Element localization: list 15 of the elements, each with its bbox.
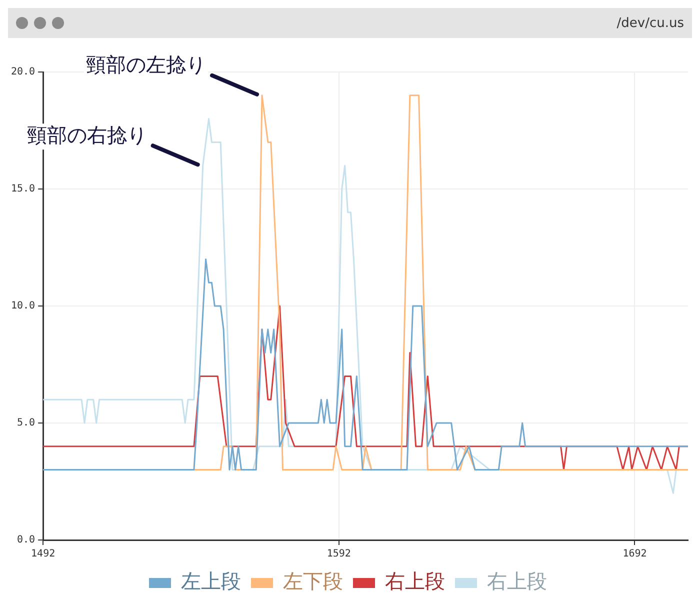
y-tick-label: 0.0: [17, 534, 36, 546]
y-tick-label: 10.0: [10, 300, 36, 312]
legend-label: 左下段: [283, 569, 343, 594]
x-tick-label: 1492: [31, 548, 56, 560]
legend-label: 右上段: [385, 569, 445, 594]
y-tick-label: 20.0: [10, 66, 36, 78]
text: /dev/cu.us: [616, 16, 684, 30]
annotation: 頸部の左捻り: [86, 52, 206, 77]
y-tick-label: 15.0: [10, 184, 36, 195]
x-tick-label: 1592: [326, 548, 351, 560]
annotation: 頸部の右捻り: [26, 122, 147, 147]
x-tick-label: 1692: [622, 548, 647, 560]
legend-label: 左上段: [181, 569, 241, 594]
y-tick-label: 5.0: [17, 418, 36, 429]
legend-label: 右上段: [487, 569, 547, 594]
